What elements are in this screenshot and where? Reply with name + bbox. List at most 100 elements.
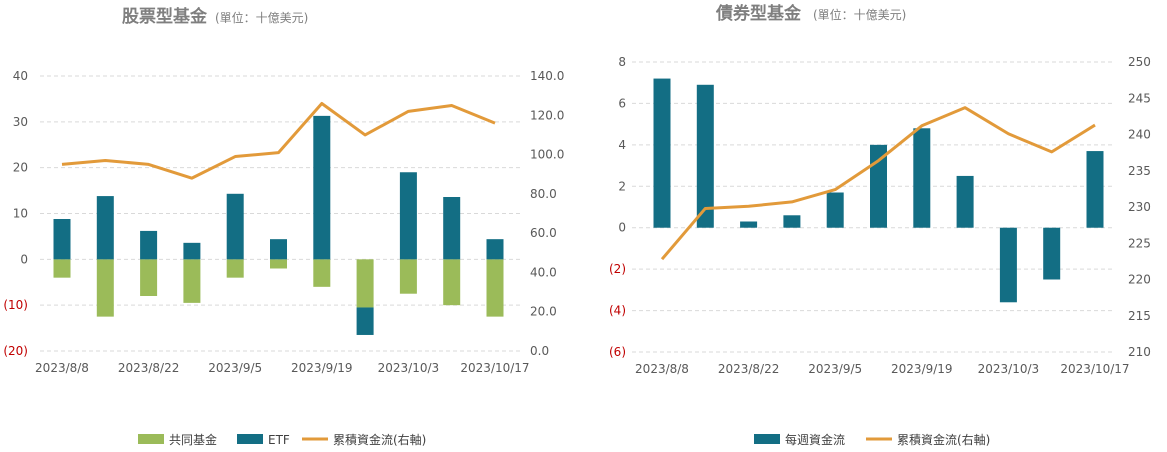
right-axis-tick-label: 230	[1128, 200, 1151, 214]
right-axis-tick-label: 140.0	[530, 69, 564, 83]
bar-etf	[399, 172, 417, 260]
bar-mutual-fund	[183, 259, 201, 303]
left-axis-tick-label: (2)	[609, 262, 626, 276]
right-axis-tick-label: 100.0	[530, 148, 564, 162]
left-axis-tick-label: 10	[13, 207, 28, 221]
bar-mutual-fund	[96, 259, 114, 317]
bond-cumulative-line	[660, 106, 1096, 261]
equity-left-axis: 40 30 20 10 0 (10) (20)	[3, 69, 28, 358]
left-axis-tick-label: (6)	[609, 345, 626, 359]
bond-fund-chart: 債券型基金 (單位：十億美元) 8 6 4 2 0 (2) (4) (6) 250 245 240…	[609, 3, 1151, 447]
legend-label-weekly-flow: 每週資金流	[785, 432, 845, 447]
equity-bars	[53, 115, 504, 335]
x-axis-tick-label: 2023/10/3	[978, 362, 1040, 376]
bar-weekly-flow	[826, 192, 844, 228]
bar-mutual-fund	[356, 259, 374, 308]
bar-etf	[53, 219, 71, 260]
bar-weekly-flow	[740, 221, 758, 228]
bar-etf	[96, 196, 114, 260]
bar-etf	[270, 239, 287, 260]
bar-mutual-fund	[486, 259, 504, 317]
legend-swatch-mutual-fund	[138, 434, 164, 444]
bar-mutual-fund	[226, 259, 244, 278]
legend-label-mutual-fund: 共同基金	[169, 432, 217, 447]
bar-weekly-flow	[913, 128, 931, 228]
left-axis-tick-label: (10)	[3, 298, 28, 312]
left-axis-tick-label: 0	[618, 221, 626, 235]
bar-etf	[183, 242, 201, 260]
right-axis-tick-label: 40.0	[530, 265, 557, 279]
left-axis-tick-label: 6	[618, 96, 626, 110]
bar-etf	[313, 115, 331, 260]
right-axis-tick-label: 20.0	[530, 305, 557, 319]
bar-weekly-flow	[956, 175, 974, 228]
left-axis-tick-label: 4	[618, 138, 626, 152]
right-axis-tick-label: 80.0	[530, 187, 557, 201]
legend-label-etf: ETF	[268, 433, 290, 447]
right-axis-tick-label: 0.0	[530, 344, 549, 358]
right-axis-tick-label: 220	[1128, 273, 1151, 287]
x-axis-tick-label: 2023/10/17	[460, 361, 529, 375]
legend-swatch-weekly-flow	[754, 434, 780, 444]
bond-left-axis: 8 6 4 2 0 (2) (4) (6)	[609, 55, 626, 359]
x-axis-tick-label: 2023/9/19	[291, 361, 353, 375]
right-axis-tick-label: 250	[1128, 55, 1151, 69]
bar-mutual-fund	[399, 259, 417, 294]
equity-chart-title: 股票型基金	[122, 6, 208, 27]
right-axis-tick-label: 225	[1128, 236, 1151, 250]
bar-weekly-flow	[870, 144, 887, 228]
x-axis-tick-label: 2023/8/22	[718, 362, 780, 376]
right-axis-tick-label: 210	[1128, 345, 1151, 359]
bar-weekly-flow	[783, 215, 801, 228]
bar-etf	[226, 193, 244, 260]
x-axis-tick-label: 2023/8/8	[635, 362, 689, 376]
right-axis-tick-label: 120.0	[530, 108, 564, 122]
left-axis-tick-label: 20	[13, 161, 28, 175]
right-axis-tick-label: 235	[1128, 164, 1151, 178]
bar-etf	[356, 307, 374, 335]
right-axis-tick-label: 215	[1128, 309, 1151, 323]
cumulative-flow-line	[660, 106, 1096, 261]
legend-label-cumulative: 累積資金流(右軸)	[333, 432, 426, 447]
equity-cumulative-line	[61, 102, 496, 180]
equity-x-axis: 2023/8/8 2023/8/22 2023/9/5 2023/9/19 2023/1…	[35, 361, 530, 375]
bar-weekly-flow	[999, 227, 1017, 303]
equity-legend: 共同基金 ETF 累積資金流(右軸)	[138, 432, 426, 447]
bar-weekly-flow	[1043, 227, 1061, 280]
bond-right-axis: 250 245 240 235 230 225 220 215 210	[1128, 55, 1151, 359]
left-axis-tick-label: 2	[618, 179, 626, 193]
x-axis-tick-label: 2023/10/3	[378, 361, 440, 375]
bar-etf	[443, 197, 461, 260]
x-axis-tick-label: 2023/9/5	[208, 361, 262, 375]
x-axis-tick-label: 2023/9/19	[891, 362, 953, 376]
bar-etf	[140, 230, 158, 260]
bar-weekly-flow	[653, 78, 671, 228]
x-axis-tick-label: 2023/9/5	[808, 362, 862, 376]
left-axis-tick-label: (4)	[609, 304, 626, 318]
right-axis-tick-label: 245	[1128, 91, 1151, 105]
bar-mutual-fund	[53, 259, 71, 278]
legend-swatch-etf	[237, 434, 263, 444]
left-axis-tick-label: (20)	[3, 344, 28, 358]
legend-label-bond-cumulative: 累積資金流(右軸)	[897, 432, 990, 447]
bar-mutual-fund	[443, 259, 461, 306]
equity-chart-subtitle: (單位：十億美元)	[215, 10, 308, 25]
bond-chart-subtitle: (單位：十億美元)	[813, 7, 906, 22]
bar-etf	[486, 239, 504, 260]
bond-bars	[653, 78, 1104, 303]
bar-mutual-fund	[313, 259, 331, 287]
left-axis-tick-label: 40	[13, 69, 28, 83]
x-axis-tick-label: 2023/8/22	[118, 361, 180, 375]
bar-weekly-flow	[696, 84, 714, 228]
right-axis-tick-label: 60.0	[530, 226, 557, 240]
bond-legend: 每週資金流 累積資金流(右軸)	[754, 432, 990, 447]
bar-mutual-fund	[270, 259, 287, 269]
bar-mutual-fund	[140, 259, 158, 296]
bond-x-axis: 2023/8/8 2023/8/22 2023/9/5 2023/9/19 2023/1…	[635, 362, 1130, 376]
x-axis-tick-label: 2023/10/17	[1060, 362, 1129, 376]
left-axis-tick-label: 0	[20, 252, 28, 266]
equity-right-axis: 140.0 120.0 100.0 80.0 60.0 40.0 20.0 0.0	[530, 69, 564, 358]
right-axis-tick-label: 240	[1128, 128, 1151, 142]
